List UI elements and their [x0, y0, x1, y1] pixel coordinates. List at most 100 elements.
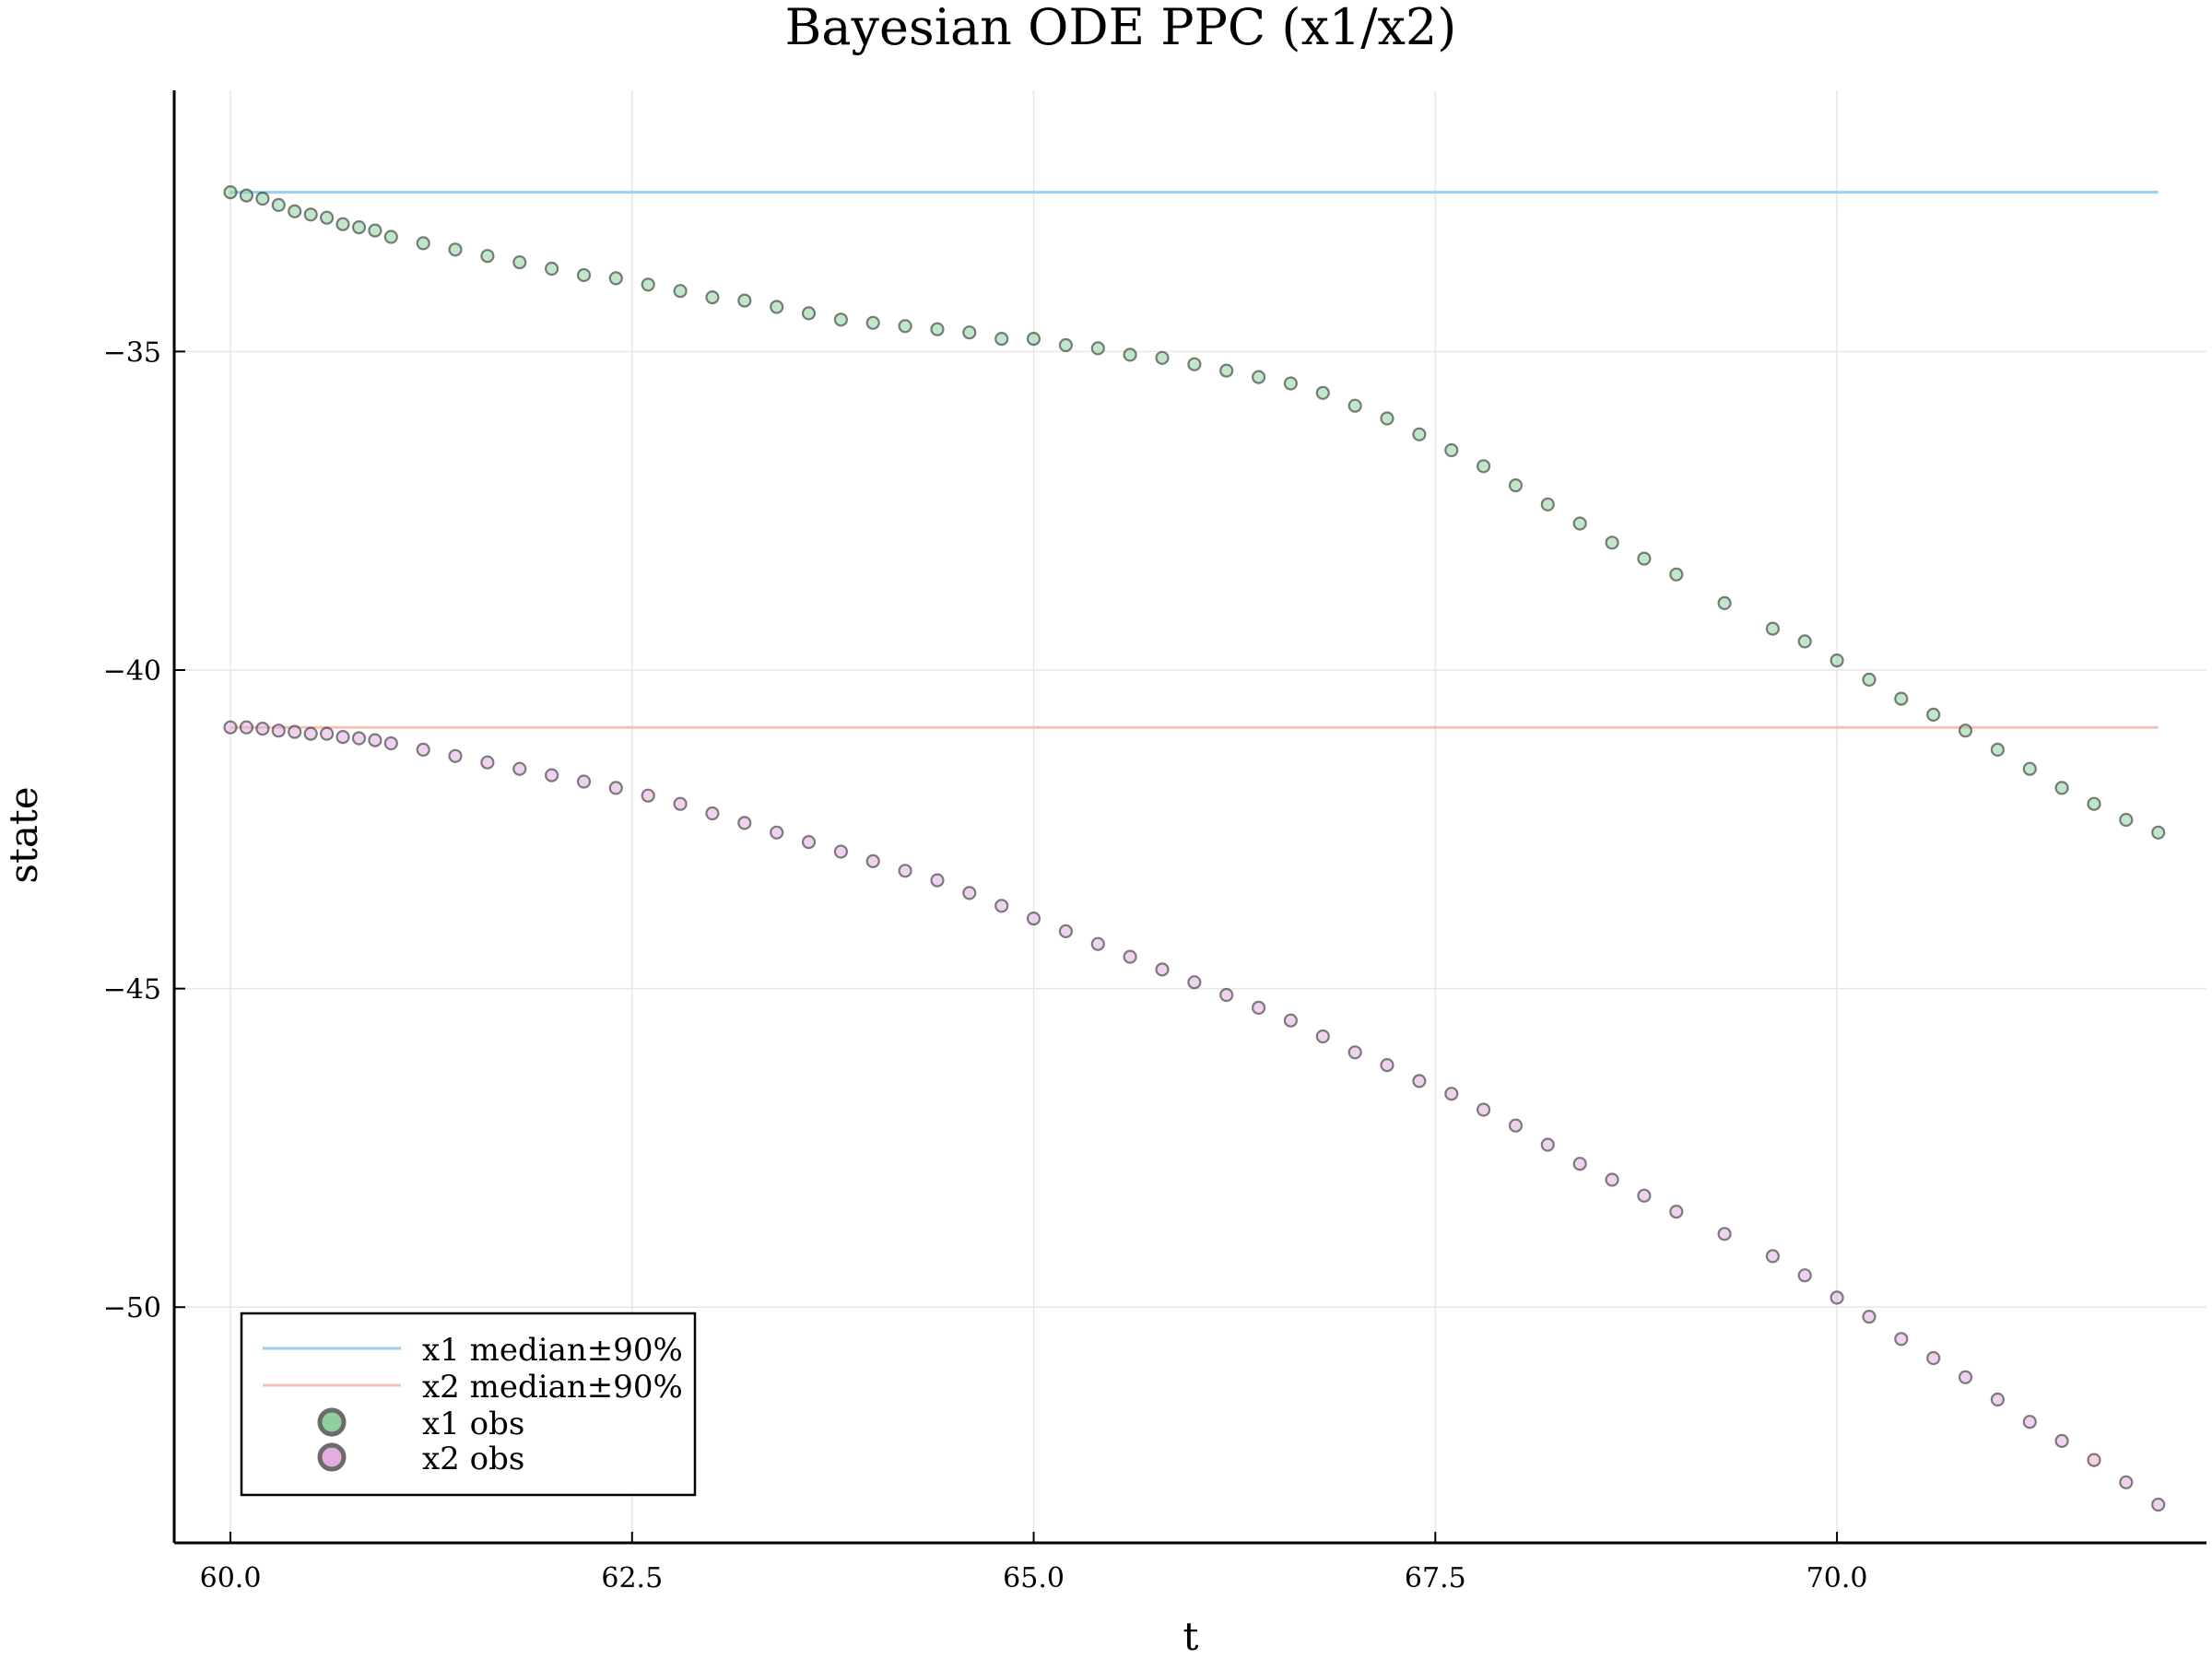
x1-obs-point [833, 312, 849, 327]
x2-obs-point [865, 853, 880, 869]
x2-obs-point [1605, 1172, 1619, 1187]
x-axis-label: t [1183, 1614, 1199, 1659]
x2-obs-point [1476, 1102, 1491, 1117]
x1-obs-point [962, 325, 977, 340]
x2-obs-point [2151, 1497, 2166, 1512]
x2-obs-point [576, 774, 592, 789]
x2-obs-point [1155, 962, 1170, 977]
x2-obs-point [383, 735, 398, 751]
x1-obs-point [1347, 398, 1362, 413]
x2-obs-point [1765, 1249, 1781, 1264]
x2-obs-point [320, 726, 335, 741]
x2-obs-point [1572, 1157, 1587, 1171]
x1-obs-point [1412, 427, 1427, 441]
x1-obs-point [544, 261, 559, 276]
x2-obs-point [1508, 1118, 1524, 1133]
x2-obs-point [1862, 1309, 1877, 1324]
x2-obs-point [1123, 949, 1137, 964]
x1-obs-point [898, 319, 912, 334]
x1-obs-point [930, 322, 945, 336]
x2-obs-point [962, 886, 977, 900]
x2-obs-point [1637, 1188, 1652, 1203]
x2-obs-point [239, 720, 253, 735]
x1-obs-point [737, 293, 752, 308]
x1-obs-point [1123, 347, 1137, 362]
x2-obs-point [351, 731, 367, 746]
x2-obs-point [608, 781, 623, 795]
x1-obs-point [865, 315, 880, 330]
x2-obs-point [1187, 975, 1202, 990]
x1-obs-point [1219, 363, 1234, 378]
x-tick-label: 70.0 [1806, 1562, 1868, 1594]
x2-obs-point [335, 729, 350, 745]
x2-obs-point [737, 816, 752, 830]
x2-obs-point [448, 748, 463, 763]
x1-obs-point [1830, 653, 1844, 668]
x2-obs-point [641, 788, 655, 803]
legend-label-x1-obs: x1 obs [422, 1406, 524, 1442]
x2-obs-point [1283, 1013, 1299, 1028]
x1-obs-point [801, 306, 817, 321]
x1-obs-point [994, 332, 1009, 347]
y-tick-label: −50 [103, 1292, 161, 1324]
x2-obs-point [288, 724, 302, 739]
x1-obs-point [2087, 796, 2101, 811]
x-tick-label: 65.0 [1003, 1562, 1065, 1594]
x2-obs-point [1380, 1057, 1394, 1073]
x2-obs-point [2119, 1475, 2134, 1489]
x1-obs-point [1572, 516, 1587, 531]
x2-obs-point [416, 742, 430, 758]
x1-obs-point [2054, 781, 2069, 795]
x2-obs-point [1990, 1392, 2005, 1407]
x2-obs-point [1797, 1268, 1812, 1283]
x1-obs-point [1058, 337, 1074, 353]
x2-obs-point [1251, 1000, 1266, 1016]
x1-obs-point [705, 290, 720, 305]
y-axis-label: state [1, 786, 46, 883]
x2-obs-point [1958, 1370, 1973, 1384]
x2-obs-point [1717, 1227, 1732, 1241]
x1-obs-point [480, 249, 495, 264]
x1-obs-point [1990, 742, 2005, 758]
x1-obs-point [1187, 357, 1202, 371]
x1-obs-point [1090, 341, 1105, 356]
x1-obs-point [1283, 376, 1299, 391]
x2-obs-point [833, 844, 849, 859]
x1-obs-point [641, 277, 655, 292]
legend-label-x2-median: x2 median±90% [422, 1369, 683, 1406]
x1-obs-point [1894, 691, 1909, 706]
x1-obs-point [1669, 567, 1684, 582]
x1-obs-point [1717, 595, 1732, 611]
x2-obs-point [2087, 1453, 2101, 1467]
x1-obs-point [416, 236, 430, 251]
x1-obs-point [608, 271, 623, 286]
median-lines [230, 191, 2159, 729]
x1-obs-point [1765, 621, 1781, 636]
legend-box [240, 1312, 697, 1497]
x2-obs-point [368, 733, 382, 747]
x2-obs-point [1026, 911, 1041, 926]
x1-obs-point [255, 191, 270, 206]
x1-obs-point [1508, 477, 1524, 493]
x2-obs-point [223, 720, 238, 735]
x1-obs-point [1251, 370, 1266, 384]
x2-obs-point [480, 755, 495, 770]
legend-label-x2-obs: x2 obs [422, 1441, 524, 1477]
x2-obs-point [770, 825, 784, 840]
x1-obs-point [1315, 385, 1330, 400]
legend-label-x1-median: x1 median±90% [422, 1332, 683, 1369]
x1-obs-point [1926, 707, 1941, 723]
x1-obs-point [673, 284, 688, 299]
x1-obs-point [335, 217, 350, 231]
x-tick-label: 67.5 [1405, 1562, 1466, 1594]
x1-obs-point [1540, 497, 1555, 512]
observation-points [223, 185, 2166, 1512]
y-tick-label: −45 [103, 974, 161, 1006]
x1-obs-point [368, 223, 382, 238]
x2-obs-point [1540, 1137, 1555, 1152]
x2-obs-point [1090, 936, 1105, 951]
x2-obs-point [705, 806, 720, 821]
x2-obs-point [2022, 1415, 2037, 1430]
x1-obs-point [512, 255, 527, 270]
